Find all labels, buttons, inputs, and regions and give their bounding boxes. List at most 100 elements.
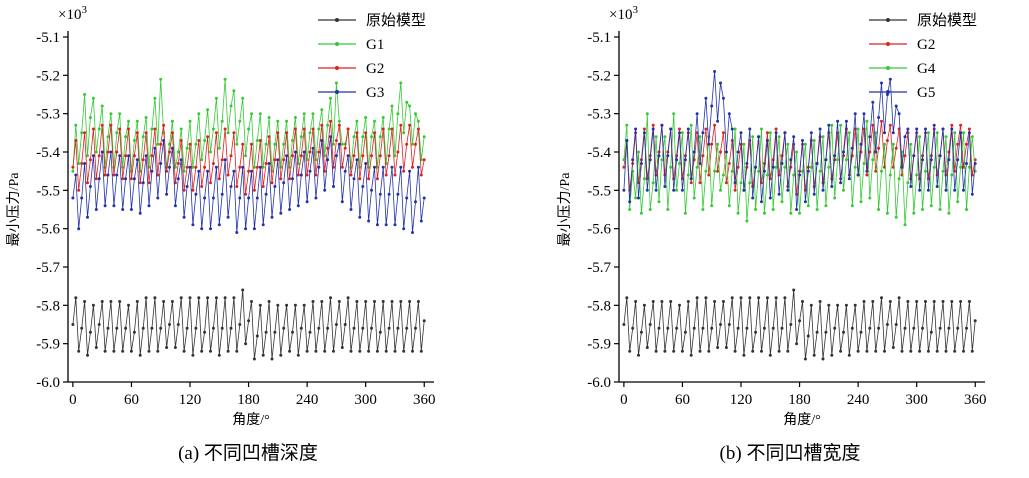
data-point (326, 158, 330, 162)
data-point (809, 131, 813, 135)
data-point (103, 173, 107, 177)
data-point (311, 127, 315, 131)
data-point (833, 326, 837, 330)
data-point (850, 146, 854, 150)
data-point (373, 131, 376, 135)
data-point (86, 353, 89, 357)
data-point (197, 296, 201, 300)
data-point (891, 131, 895, 135)
data-point (874, 349, 878, 353)
data-point (765, 131, 769, 135)
data-point (844, 303, 848, 307)
data-point (220, 158, 224, 162)
data-point (390, 165, 394, 169)
data-point (264, 192, 268, 196)
data-point (97, 127, 101, 131)
data-point (282, 326, 286, 330)
data-point (695, 296, 699, 300)
data-point (932, 165, 936, 169)
series-line (72, 289, 425, 360)
data-point (912, 211, 916, 215)
data-point (792, 135, 796, 139)
data-point (223, 77, 227, 81)
data-point (77, 162, 81, 165)
data-point (302, 127, 306, 131)
data-point (897, 112, 901, 116)
data-point (748, 181, 752, 185)
data-point (223, 158, 227, 162)
data-point (888, 173, 892, 177)
data-point (654, 349, 658, 353)
data-point (138, 353, 142, 357)
data-point (789, 211, 793, 215)
data-point (232, 89, 236, 93)
data-point (704, 127, 708, 131)
data-point (176, 162, 180, 165)
legend-label: G2 (917, 37, 935, 53)
data-point (642, 177, 646, 181)
data-point (355, 158, 359, 162)
data-point (332, 349, 335, 353)
data-point (716, 119, 720, 123)
data-point (358, 177, 362, 181)
data-point (862, 162, 866, 165)
data-point (812, 192, 816, 196)
data-point (334, 139, 338, 142)
data-point (897, 296, 901, 300)
legend-label: G1 (366, 37, 384, 53)
data-point (267, 116, 271, 119)
data-point (334, 154, 338, 158)
data-point (924, 169, 927, 173)
data-point (815, 162, 819, 165)
data-point (378, 192, 382, 196)
y-tick-label: -6.0 (587, 375, 611, 391)
data-point (364, 116, 368, 119)
data-point (405, 100, 409, 104)
data-point (129, 177, 133, 181)
data-point (874, 169, 878, 173)
data-point (686, 127, 690, 131)
data-point (970, 135, 974, 139)
legend-entry-3: G5 (869, 85, 935, 101)
data-point (334, 323, 338, 326)
data-point (833, 196, 837, 200)
data-point (296, 204, 300, 208)
data-point (689, 181, 693, 185)
data-point (185, 165, 189, 169)
data-point (364, 131, 368, 135)
data-point (191, 188, 195, 192)
data-point (86, 154, 89, 158)
data-point (947, 158, 951, 162)
data-point (83, 300, 87, 303)
data-point (419, 173, 423, 177)
data-point (932, 300, 936, 303)
data-point (255, 196, 259, 200)
data-point (853, 165, 857, 169)
x-tick-label: 240 (847, 392, 870, 408)
data-point (877, 146, 881, 150)
data-point (200, 349, 204, 353)
data-point (194, 142, 198, 146)
data-point (967, 127, 971, 131)
data-point (396, 150, 400, 154)
data-point (97, 323, 101, 326)
data-point (760, 127, 763, 131)
data-point (871, 123, 875, 127)
data-point (821, 357, 825, 361)
data-point (704, 169, 708, 173)
data-point (757, 296, 761, 300)
data-point (654, 188, 658, 192)
data-point (818, 127, 822, 131)
data-point (150, 127, 154, 131)
data-point (299, 135, 303, 139)
data-point (953, 131, 957, 135)
data-point (894, 146, 898, 150)
data-point (97, 154, 101, 158)
data-point (200, 227, 204, 231)
legend-label: 原始模型 (366, 12, 426, 29)
series-line (623, 289, 976, 360)
data-point (255, 165, 259, 169)
data-point (370, 135, 373, 139)
data-point (86, 181, 89, 185)
data-point (100, 300, 104, 303)
